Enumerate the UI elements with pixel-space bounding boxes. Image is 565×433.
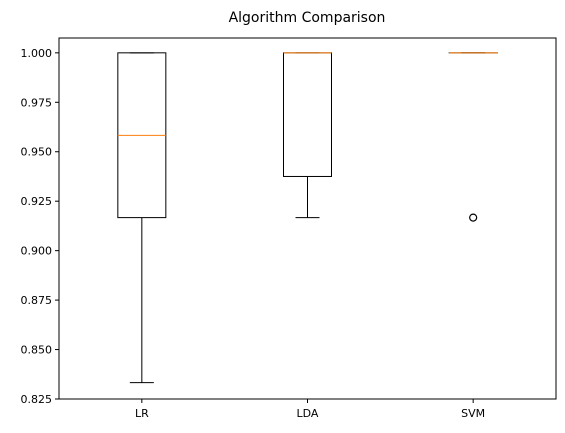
boxplot-lda (283, 52, 332, 219)
y-tick-label: 0.925 (21, 195, 53, 208)
x-axis: LR LDA SVM (135, 399, 485, 420)
y-tick-label: 0.950 (21, 146, 53, 159)
y-tick-label: 0.875 (21, 294, 53, 307)
y-tick-label: 0.825 (21, 393, 53, 406)
y-tick-label: 1.000 (21, 47, 53, 60)
box (283, 52, 332, 177)
boxplot-lr (117, 52, 167, 384)
y-axis: 0.825 0.850 0.875 0.900 0.925 0.950 0.975 1.000 (21, 47, 59, 406)
x-tick-label: LDA (297, 407, 319, 420)
plot-frame (58, 37, 557, 400)
outlier-point (469, 213, 478, 222)
x-tick-label: LR (135, 407, 149, 420)
y-tick-label: 0.850 (21, 344, 53, 357)
chart-title: Algorithm Comparison (229, 10, 386, 26)
boxplots (117, 52, 498, 384)
boxplot-svm (448, 52, 498, 222)
y-tick-label: 0.975 (21, 96, 53, 109)
y-tick-label: 0.900 (21, 245, 53, 258)
x-tick-label: SVM (461, 407, 485, 420)
